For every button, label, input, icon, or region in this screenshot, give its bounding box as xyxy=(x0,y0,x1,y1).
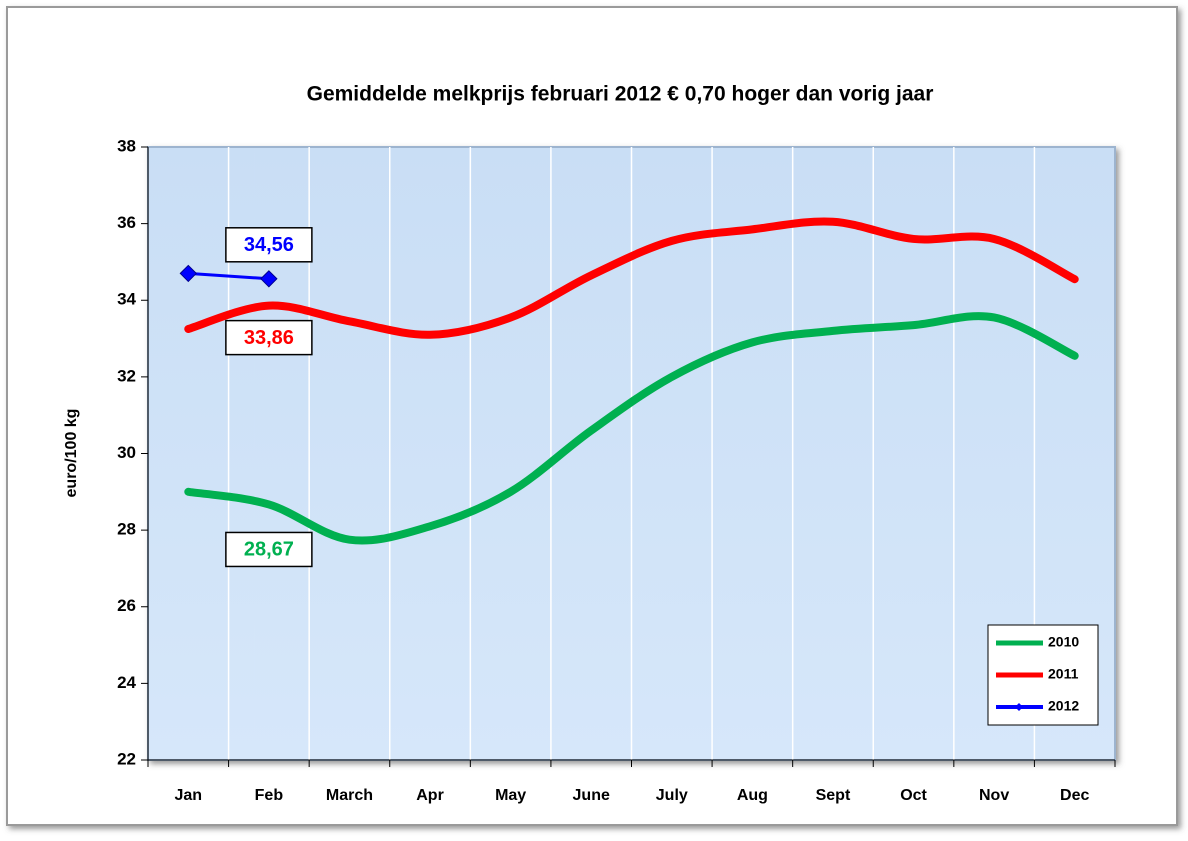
legend-label: 2012 xyxy=(1048,698,1079,714)
x-tick-label: Sept xyxy=(816,787,851,804)
y-tick-label: 38 xyxy=(117,136,136,155)
data-label: 34,56 xyxy=(244,234,294,256)
y-tick-label: 30 xyxy=(117,443,136,462)
y-tick-label: 24 xyxy=(117,673,136,692)
y-tick-label: 34 xyxy=(117,290,136,309)
y-tick-label: 36 xyxy=(117,213,136,232)
chart-title: Gemiddelde melkprijs februari 2012 € 0,7… xyxy=(307,83,934,106)
x-tick-label: Feb xyxy=(255,787,284,804)
x-tick-label: Nov xyxy=(979,787,1009,804)
legend-label: 2010 xyxy=(1048,634,1079,650)
point-marker xyxy=(260,270,278,288)
y-axis-label: euro/100 kg xyxy=(63,409,80,498)
data-label: 33,86 xyxy=(244,327,294,349)
x-tick-label: Dec xyxy=(1060,787,1089,804)
data-label-box xyxy=(225,319,313,356)
data-label-box xyxy=(225,531,313,568)
data-label-box xyxy=(225,227,313,263)
x-tick-label: July xyxy=(656,787,688,804)
x-tick-label: June xyxy=(573,787,610,804)
point-marker xyxy=(179,264,197,283)
x-tick-label: Jan xyxy=(175,787,203,804)
y-tick-label: 26 xyxy=(117,596,136,615)
y-tick-label: 22 xyxy=(117,749,136,768)
legend-label: 2011 xyxy=(1048,666,1079,682)
data-label: 28,67 xyxy=(244,539,294,561)
series-line xyxy=(184,312,1079,545)
y-tick-label: 28 xyxy=(117,520,136,539)
legend-marker xyxy=(1015,703,1023,711)
x-tick-label: Aug xyxy=(737,787,768,804)
x-tick-label: Oct xyxy=(900,787,927,804)
x-tick-label: Apr xyxy=(416,787,444,804)
x-tick-label: May xyxy=(495,787,526,804)
y-tick-label: 32 xyxy=(117,366,136,385)
series-line xyxy=(184,217,1079,339)
series-line xyxy=(186,271,271,281)
x-tick-label: March xyxy=(326,787,373,804)
